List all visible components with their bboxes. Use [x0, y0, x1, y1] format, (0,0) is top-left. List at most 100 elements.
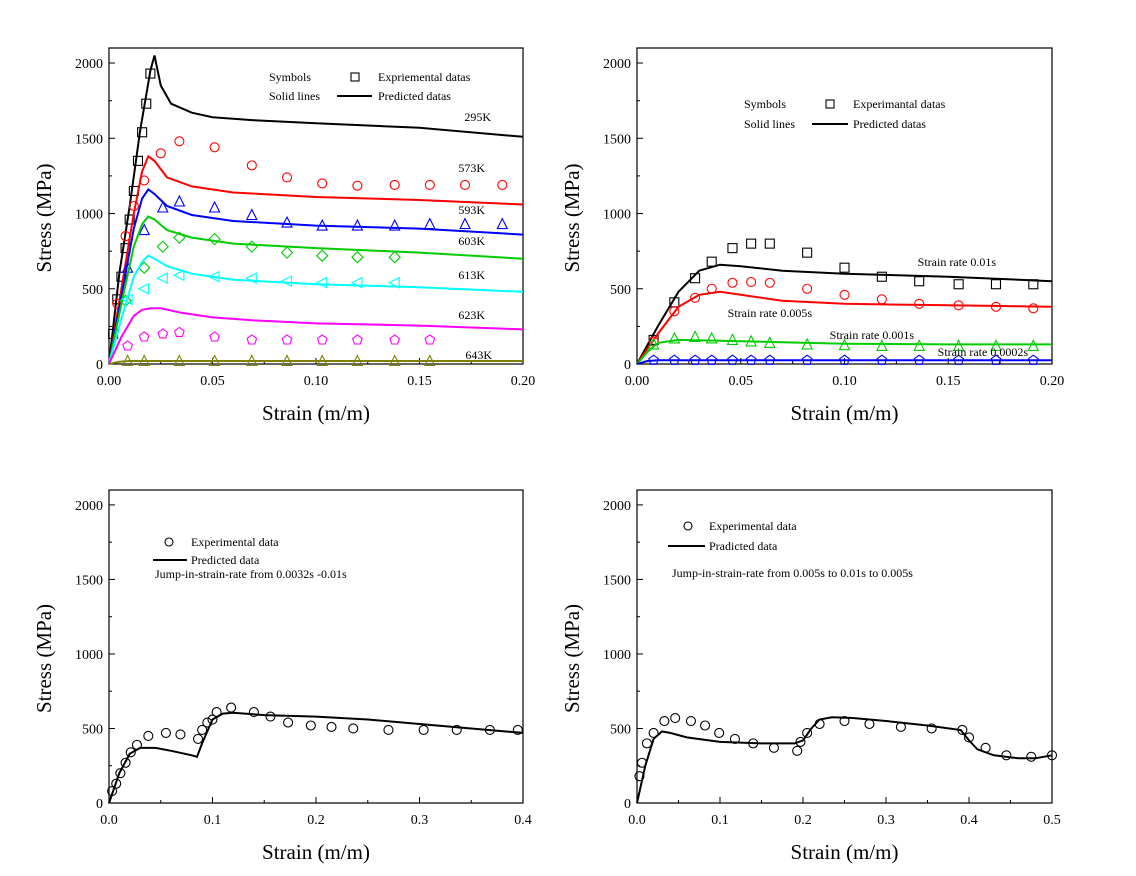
x-tick-label: 0.2: [307, 813, 325, 828]
data-point: [316, 334, 328, 345]
data-point: [953, 354, 965, 365]
data-point: [143, 730, 154, 741]
data-point: [706, 354, 718, 365]
data-point: [138, 354, 151, 367]
series-line: [108, 187, 524, 365]
data-point: [802, 283, 813, 294]
data-point: [209, 142, 220, 153]
x-tick-label: 0.1: [711, 813, 729, 828]
data-point: [839, 354, 850, 365]
data-point: [641, 738, 653, 749]
x-tick-label: 0.20: [511, 374, 536, 389]
x-axis-label: Strain (m/m): [791, 840, 899, 864]
x-tick-label: 0.0: [100, 813, 118, 828]
data-point: [418, 724, 429, 736]
data-point: [326, 721, 337, 733]
y-tick-label: 500: [610, 722, 631, 737]
data-point: [914, 276, 925, 287]
data-point: [315, 276, 328, 289]
x-tick-label: 0.15: [407, 374, 432, 389]
y-tick-label: 0: [624, 797, 631, 812]
data-point: [792, 745, 803, 756]
series-line: [108, 307, 524, 365]
x-axis-label: Strain (m/m): [791, 401, 899, 425]
data-point: [125, 747, 136, 758]
data-point: [424, 334, 436, 345]
data-point: [647, 337, 660, 350]
data-point: [726, 333, 739, 345]
data-point: [876, 354, 888, 365]
data-point: [131, 739, 142, 750]
data-point: [120, 293, 133, 306]
data-point: [246, 334, 258, 345]
data-point: [173, 354, 186, 367]
x-tick-label: 0.15: [936, 374, 961, 389]
data-point: [636, 757, 648, 768]
x-tick-label: 0.3: [877, 813, 895, 828]
x-tick-label: 0.3: [411, 813, 429, 828]
x-axis-label: Strain (m/m): [262, 401, 370, 425]
data-point: [669, 306, 680, 317]
y-tick-label: 500: [82, 283, 103, 298]
legend-text: Predicted datas: [378, 89, 451, 103]
data-point: [155, 148, 166, 159]
data-point: [316, 354, 329, 367]
data-point: [280, 275, 293, 288]
data-point: [208, 232, 221, 246]
data-point: [281, 172, 293, 183]
data-point: [245, 240, 259, 253]
data-point: [706, 283, 717, 294]
data-point: [156, 240, 170, 253]
series-annotation: 623K: [458, 308, 485, 322]
data-point: [245, 208, 258, 221]
data-point: [745, 334, 757, 347]
y-axis-label: Stress (MPa): [560, 163, 584, 272]
x-axis-label: Strain (m/m): [262, 840, 370, 864]
data-point: [145, 68, 156, 79]
legend-prefix: Solid lines: [744, 117, 795, 131]
data-point: [137, 127, 148, 138]
data-point: [746, 276, 757, 288]
series-annotation: Strain rate 0.0002s: [938, 345, 1029, 359]
data-point: [745, 354, 757, 365]
legend-text: Predicted data: [191, 553, 260, 567]
data-point: [953, 279, 964, 290]
chart-panel-strain-rate: 0.00 0.05 0.10 0.15 0.20 0 500 1000 1500 2000 Stra…: [560, 47, 1064, 425]
data-point: [801, 337, 813, 350]
data-point: [351, 354, 364, 367]
data-point: [305, 720, 316, 731]
y-tick-label: 1000: [75, 648, 103, 663]
x-tick-label: 0.10: [832, 374, 857, 389]
series-annotation: 573K: [458, 161, 485, 175]
data-point: [727, 243, 738, 254]
data-point: [139, 175, 150, 186]
series-line: [108, 215, 524, 365]
data-point: [685, 715, 697, 727]
data-point: [768, 742, 780, 753]
data-point: [156, 272, 168, 285]
data-point: [764, 277, 775, 288]
data-point: [913, 354, 925, 365]
data-point: [648, 727, 659, 738]
data-point: [839, 262, 850, 273]
x-tick-label: 0.4: [514, 813, 532, 828]
data-point: [1028, 279, 1039, 290]
data-point: [351, 250, 364, 264]
series-annotation: 593K: [458, 203, 485, 217]
data-point: [670, 712, 681, 724]
x-tick-label: 0.0: [628, 813, 646, 828]
data-point: [957, 724, 968, 736]
data-point: [990, 354, 1002, 365]
data-point: [192, 733, 204, 744]
data-point: [1027, 354, 1039, 365]
data-point: [980, 742, 991, 753]
data-point: [120, 231, 131, 242]
data-point: [388, 250, 401, 264]
data-point: [746, 238, 757, 249]
data-point: [876, 339, 888, 351]
data-point: [208, 200, 221, 213]
plot-frame: [108, 489, 524, 804]
legend-marker-swatch: [164, 537, 174, 547]
data-point: [173, 326, 185, 337]
